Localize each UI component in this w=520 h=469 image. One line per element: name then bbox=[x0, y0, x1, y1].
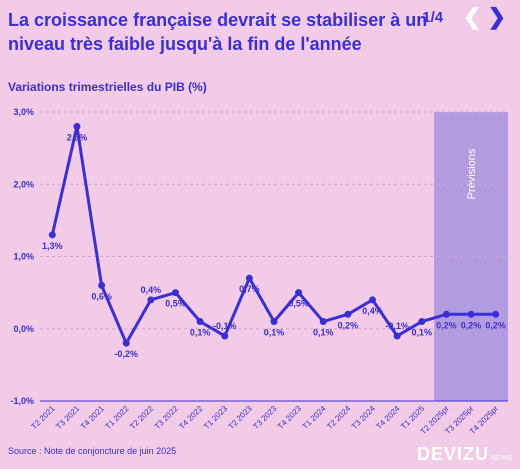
data-point bbox=[147, 296, 155, 304]
pager: 1/4 ❮ ❯ bbox=[422, 6, 506, 28]
data-label: 0,6% bbox=[91, 291, 112, 301]
y-tick-label: 0,0% bbox=[13, 324, 34, 334]
data-label: 0,1% bbox=[313, 328, 334, 338]
data-label: 0,2% bbox=[461, 320, 482, 330]
data-label: 0,7% bbox=[239, 284, 260, 294]
x-tick-label: T2 2022 bbox=[128, 404, 156, 432]
chart-subtitle: Variations trimestrielles du PIB (%) bbox=[8, 80, 207, 94]
logo-wordmark: DEVIZU bbox=[416, 444, 489, 464]
data-point bbox=[319, 318, 327, 326]
y-tick-label: -1,0% bbox=[10, 396, 34, 406]
data-label: 0,2% bbox=[485, 320, 506, 330]
data-point bbox=[393, 332, 401, 340]
y-tick-label: 1,0% bbox=[13, 252, 34, 262]
data-point bbox=[270, 318, 278, 326]
page-indicator: 1/4 bbox=[422, 8, 444, 26]
data-point bbox=[492, 310, 500, 318]
x-tick-label: T2 2021 bbox=[30, 404, 58, 432]
data-point bbox=[245, 274, 253, 282]
x-tick-label: T4 2021 bbox=[79, 404, 107, 432]
x-tick-label: T4 2024 bbox=[374, 404, 402, 432]
data-label: 0,1% bbox=[264, 328, 285, 338]
data-label: 0,4% bbox=[362, 306, 383, 316]
data-point bbox=[418, 318, 426, 326]
x-tick-label: T3 2022 bbox=[153, 404, 181, 432]
x-tick-label: T4 2023 bbox=[276, 404, 304, 432]
data-label: 0,5% bbox=[165, 299, 186, 309]
data-label: 0,1% bbox=[190, 328, 211, 338]
series-line bbox=[50, 124, 496, 345]
data-label: 0,4% bbox=[141, 285, 162, 295]
x-tick-label: T1 2022 bbox=[104, 404, 132, 432]
x-tick-label: T2 2024 bbox=[325, 404, 353, 432]
forecast-label: Prévisions bbox=[466, 148, 478, 199]
x-tick-label: T4 2022 bbox=[177, 404, 205, 432]
data-point bbox=[221, 332, 229, 340]
data-label: -0,2% bbox=[114, 349, 138, 359]
chevron-left-icon[interactable]: ❮ bbox=[463, 4, 482, 29]
x-tick-label: T2 2023 bbox=[227, 404, 255, 432]
x-tick-label: T3 2023 bbox=[251, 404, 279, 432]
y-tick-label: 2,0% bbox=[13, 179, 34, 189]
chevron-right-icon[interactable]: ❯ bbox=[487, 4, 506, 29]
source-note: Source : Note de conjoncture de juin 202… bbox=[8, 446, 177, 456]
data-point bbox=[73, 122, 81, 130]
data-label: 0,1% bbox=[412, 328, 433, 338]
brand-logo: DEVIZU NEWS bbox=[417, 444, 512, 465]
data-label: 1,3% bbox=[42, 241, 63, 251]
data-point bbox=[442, 310, 450, 318]
data-label: 0,2% bbox=[436, 320, 457, 330]
data-point bbox=[171, 289, 179, 297]
chart-title: La croissance française devrait se stabi… bbox=[8, 10, 428, 54]
data-label: -0,1% bbox=[213, 321, 237, 331]
forecast-band bbox=[434, 112, 508, 401]
data-label: 0,5% bbox=[288, 299, 309, 309]
data-point bbox=[295, 289, 303, 297]
x-tick-label: T1 2023 bbox=[202, 404, 230, 432]
data-label: 2,8% bbox=[67, 132, 88, 142]
y-tick-label: 3,0% bbox=[13, 107, 34, 117]
data-point bbox=[122, 339, 130, 347]
x-tick-label: T3 2024 bbox=[350, 404, 378, 432]
data-point bbox=[344, 310, 352, 318]
data-label: -0,1% bbox=[385, 321, 409, 331]
x-tick-label: T1 2024 bbox=[301, 404, 329, 432]
x-tick-label: T3 2021 bbox=[54, 404, 82, 432]
data-point bbox=[467, 310, 475, 318]
data-point bbox=[48, 231, 56, 239]
data-point bbox=[369, 296, 377, 304]
data-point bbox=[98, 281, 106, 289]
logo-subtext: NEWS bbox=[491, 455, 512, 462]
data-point bbox=[196, 318, 204, 326]
data-label: 0,2% bbox=[338, 320, 359, 330]
